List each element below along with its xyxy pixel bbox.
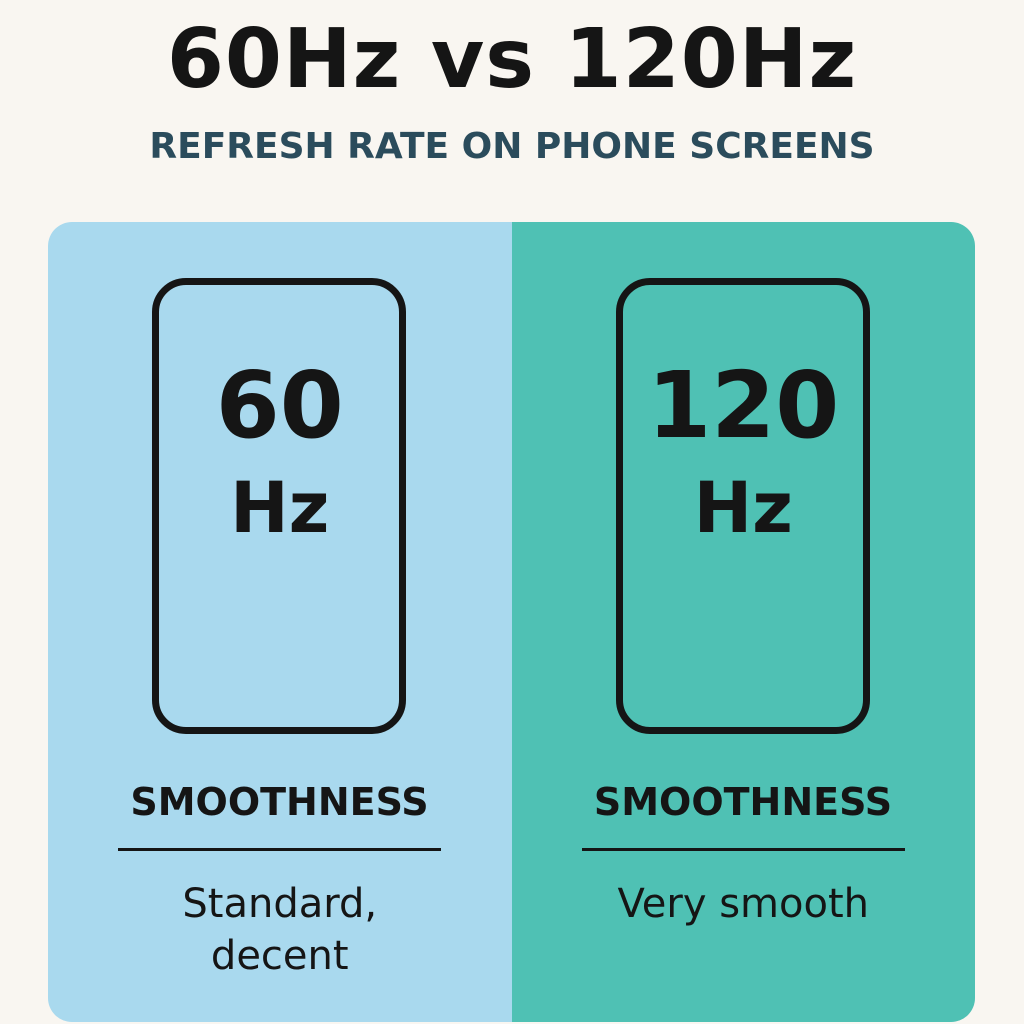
phone-outline — [615, 278, 870, 734]
description-line: Very smooth — [617, 881, 869, 927]
rate-unit: Hz — [693, 467, 793, 549]
section-label: SMOOTHNESS — [593, 780, 893, 824]
divider — [581, 848, 905, 851]
description: Standard, decent — [48, 878, 512, 982]
panel: 60 Hz SMOOTHNESS Standard, decent — [48, 222, 512, 1022]
phone-outline — [152, 278, 406, 734]
rate-unit: Hz — [230, 467, 330, 549]
section-label: SMOOTHNESS — [130, 780, 429, 824]
refresh-rate: 60 — [215, 352, 344, 459]
subtitle: REFRESH RATE ON PHONE SCREENS — [149, 126, 875, 167]
description-line: Standard, — [182, 881, 378, 927]
panel: 120 Hz SMOOTHNESS Very smooth — [511, 222, 976, 1022]
comparison-board: 60 Hz SMOOTHNESS Standard, decent 120 Hz SMOOTH… — [48, 222, 975, 1022]
description: Very smooth — [512, 878, 976, 930]
title: 60Hz vs 120Hz — [166, 12, 858, 107]
refresh-rate: 120 — [647, 352, 840, 459]
divider — [118, 848, 441, 851]
description-line: decent — [210, 933, 349, 979]
